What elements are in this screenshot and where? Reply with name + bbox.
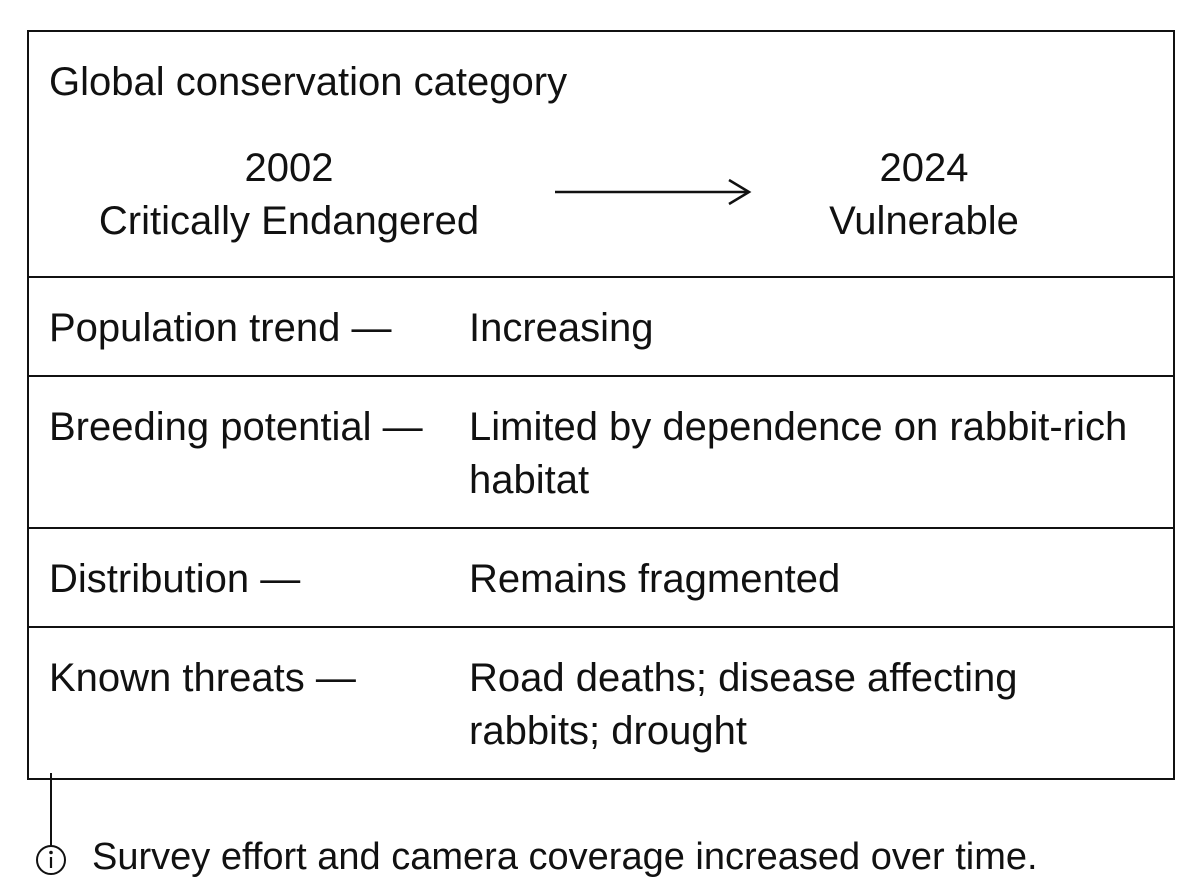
arrow bbox=[555, 178, 752, 206]
to-year: 2024 bbox=[879, 146, 969, 190]
info-row: Distribution — Remains fragmented bbox=[29, 529, 1173, 628]
info-row: Known threats — Road deaths; disease affe… bbox=[29, 628, 1173, 778]
to-category: 2024 Vulnerable bbox=[684, 142, 1164, 248]
info-row: Population trend — Increasing bbox=[29, 278, 1173, 377]
from-category: 2002 Critically Endangered bbox=[49, 142, 529, 248]
row-value: Remains fragmented bbox=[469, 557, 841, 601]
row-label: Distribution — bbox=[49, 557, 301, 601]
header-title: Global conservation category bbox=[49, 60, 568, 104]
row-label: Population trend — bbox=[49, 306, 392, 350]
row-label: Known threats — bbox=[49, 656, 356, 700]
info-row: Breeding potential — Limited by dependenc… bbox=[29, 377, 1173, 529]
to-status: Vulnerable bbox=[829, 199, 1019, 243]
row-value: Road deaths; disease affecting rabbits; … bbox=[469, 656, 1018, 753]
note: Survey effort and camera coverage increa… bbox=[92, 836, 1038, 878]
info-box: Global conservation category 2002 Critic… bbox=[27, 30, 1175, 780]
row-value: Limited by dependence on rabbit-rich hab… bbox=[469, 405, 1128, 502]
from-year: 2002 bbox=[244, 146, 334, 190]
row-label: Breeding potential — bbox=[49, 405, 423, 449]
row-value: Increasing bbox=[469, 306, 654, 350]
rows: Population trend — Increasing Breeding pot… bbox=[29, 278, 1173, 778]
category-header: Global conservation category 2002 Critic… bbox=[29, 32, 1173, 278]
from-status: Critically Endangered bbox=[98, 199, 480, 243]
